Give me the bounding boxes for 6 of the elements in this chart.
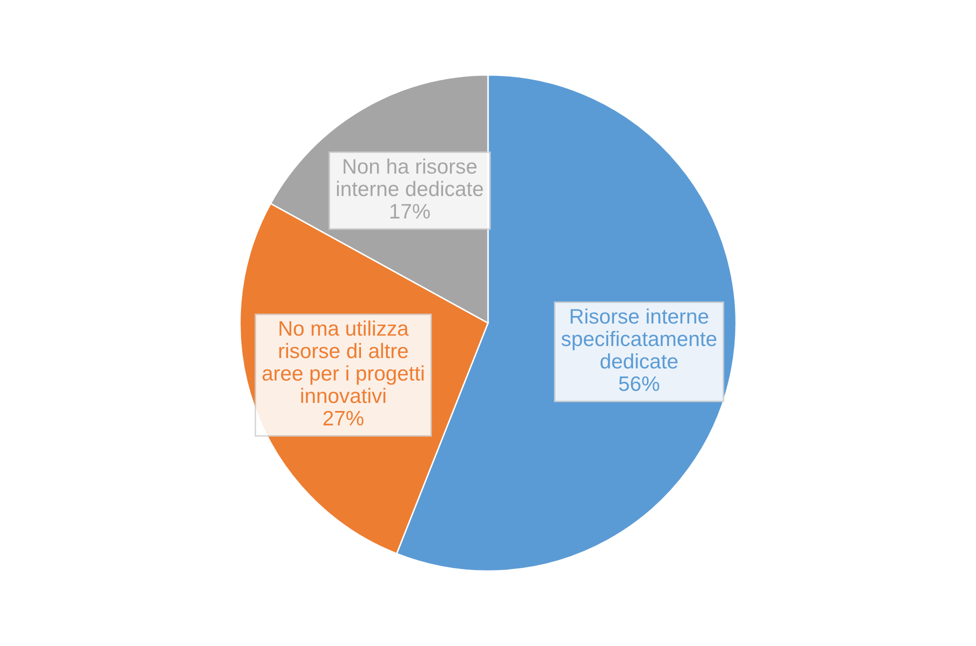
slice-label: No ma utilizza risorse di altre aree per i progetti innovativi [262, 320, 424, 404]
slice-label: Non ha risorse interne dedicate [336, 158, 483, 196]
data-label: 56% [619, 376, 660, 392]
data-label: 17% [390, 204, 430, 219]
slice-label: Risorse interne specificatamente dedicate [561, 308, 716, 369]
data-label: 27% [323, 410, 364, 426]
